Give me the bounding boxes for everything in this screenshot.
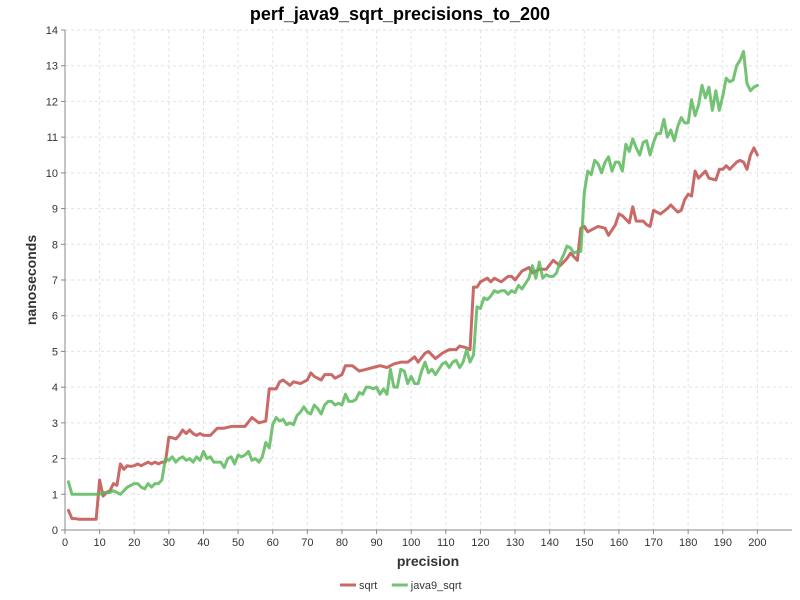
series-layer <box>66 49 759 521</box>
legend-item-java9-sqrt: java9_sqrt <box>391 580 462 592</box>
series-line-sqrt <box>66 146 759 521</box>
series-line-java9-sqrt <box>66 49 759 496</box>
y-tick-label: 9 <box>52 204 58 216</box>
y-tick-label: 14 <box>46 25 58 37</box>
x-tick-label: 70 <box>301 537 313 549</box>
y-tick-label: 2 <box>52 454 58 466</box>
y-tick-label: 1 <box>52 489 58 501</box>
y-tick-label: 0 <box>52 525 58 537</box>
x-tick-label: 200 <box>748 537 766 549</box>
y-axis-label: nanoseconds <box>23 235 39 325</box>
legend-label: sqrt <box>359 580 377 592</box>
x-tick-label: 140 <box>540 537 558 549</box>
legend-label: java9_sqrt <box>410 580 462 592</box>
grid <box>65 29 792 530</box>
x-tick-label: 150 <box>575 537 593 549</box>
x-tick-label: 100 <box>402 537 420 549</box>
y-tick-label: 10 <box>46 168 58 180</box>
y-tick-label: 5 <box>52 346 58 358</box>
x-tick-label: 170 <box>644 537 662 549</box>
x-tick-label: 190 <box>714 537 732 549</box>
x-tick-label: 90 <box>370 537 382 549</box>
y-tick-label: 3 <box>52 418 58 430</box>
y-tick-label: 8 <box>52 239 58 251</box>
x-tick-label: 110 <box>437 537 455 549</box>
x-tick-label: 50 <box>232 537 244 549</box>
x-axis-label: precision <box>397 553 459 569</box>
y-tick-label: 11 <box>47 132 58 144</box>
y-tick-label: 4 <box>52 382 58 394</box>
x-tick-label: 160 <box>610 537 628 549</box>
x-tick-label: 40 <box>197 537 209 549</box>
legend: sqrt java9_sqrt <box>340 580 462 592</box>
y-tick-label: 6 <box>52 311 58 323</box>
x-tick-label: 30 <box>163 537 175 549</box>
chart-title: perf_java9_sqrt_precisions_to_200 <box>250 4 550 24</box>
x-tick-label: 60 <box>267 537 279 549</box>
y-tick-label: 7 <box>52 275 58 287</box>
x-tick-label: 20 <box>128 537 140 549</box>
x-tick-label: 10 <box>93 537 105 549</box>
x-tick-label: 180 <box>679 537 697 549</box>
x-tick-label: 0 <box>62 537 68 549</box>
y-tick-label: 12 <box>46 96 58 108</box>
x-tick-label: 80 <box>336 537 348 549</box>
legend-item-sqrt: sqrt <box>340 580 377 592</box>
y-tick-label: 13 <box>46 61 58 73</box>
x-tick-label: 130 <box>506 537 524 549</box>
x-tick-label: 120 <box>471 537 489 549</box>
